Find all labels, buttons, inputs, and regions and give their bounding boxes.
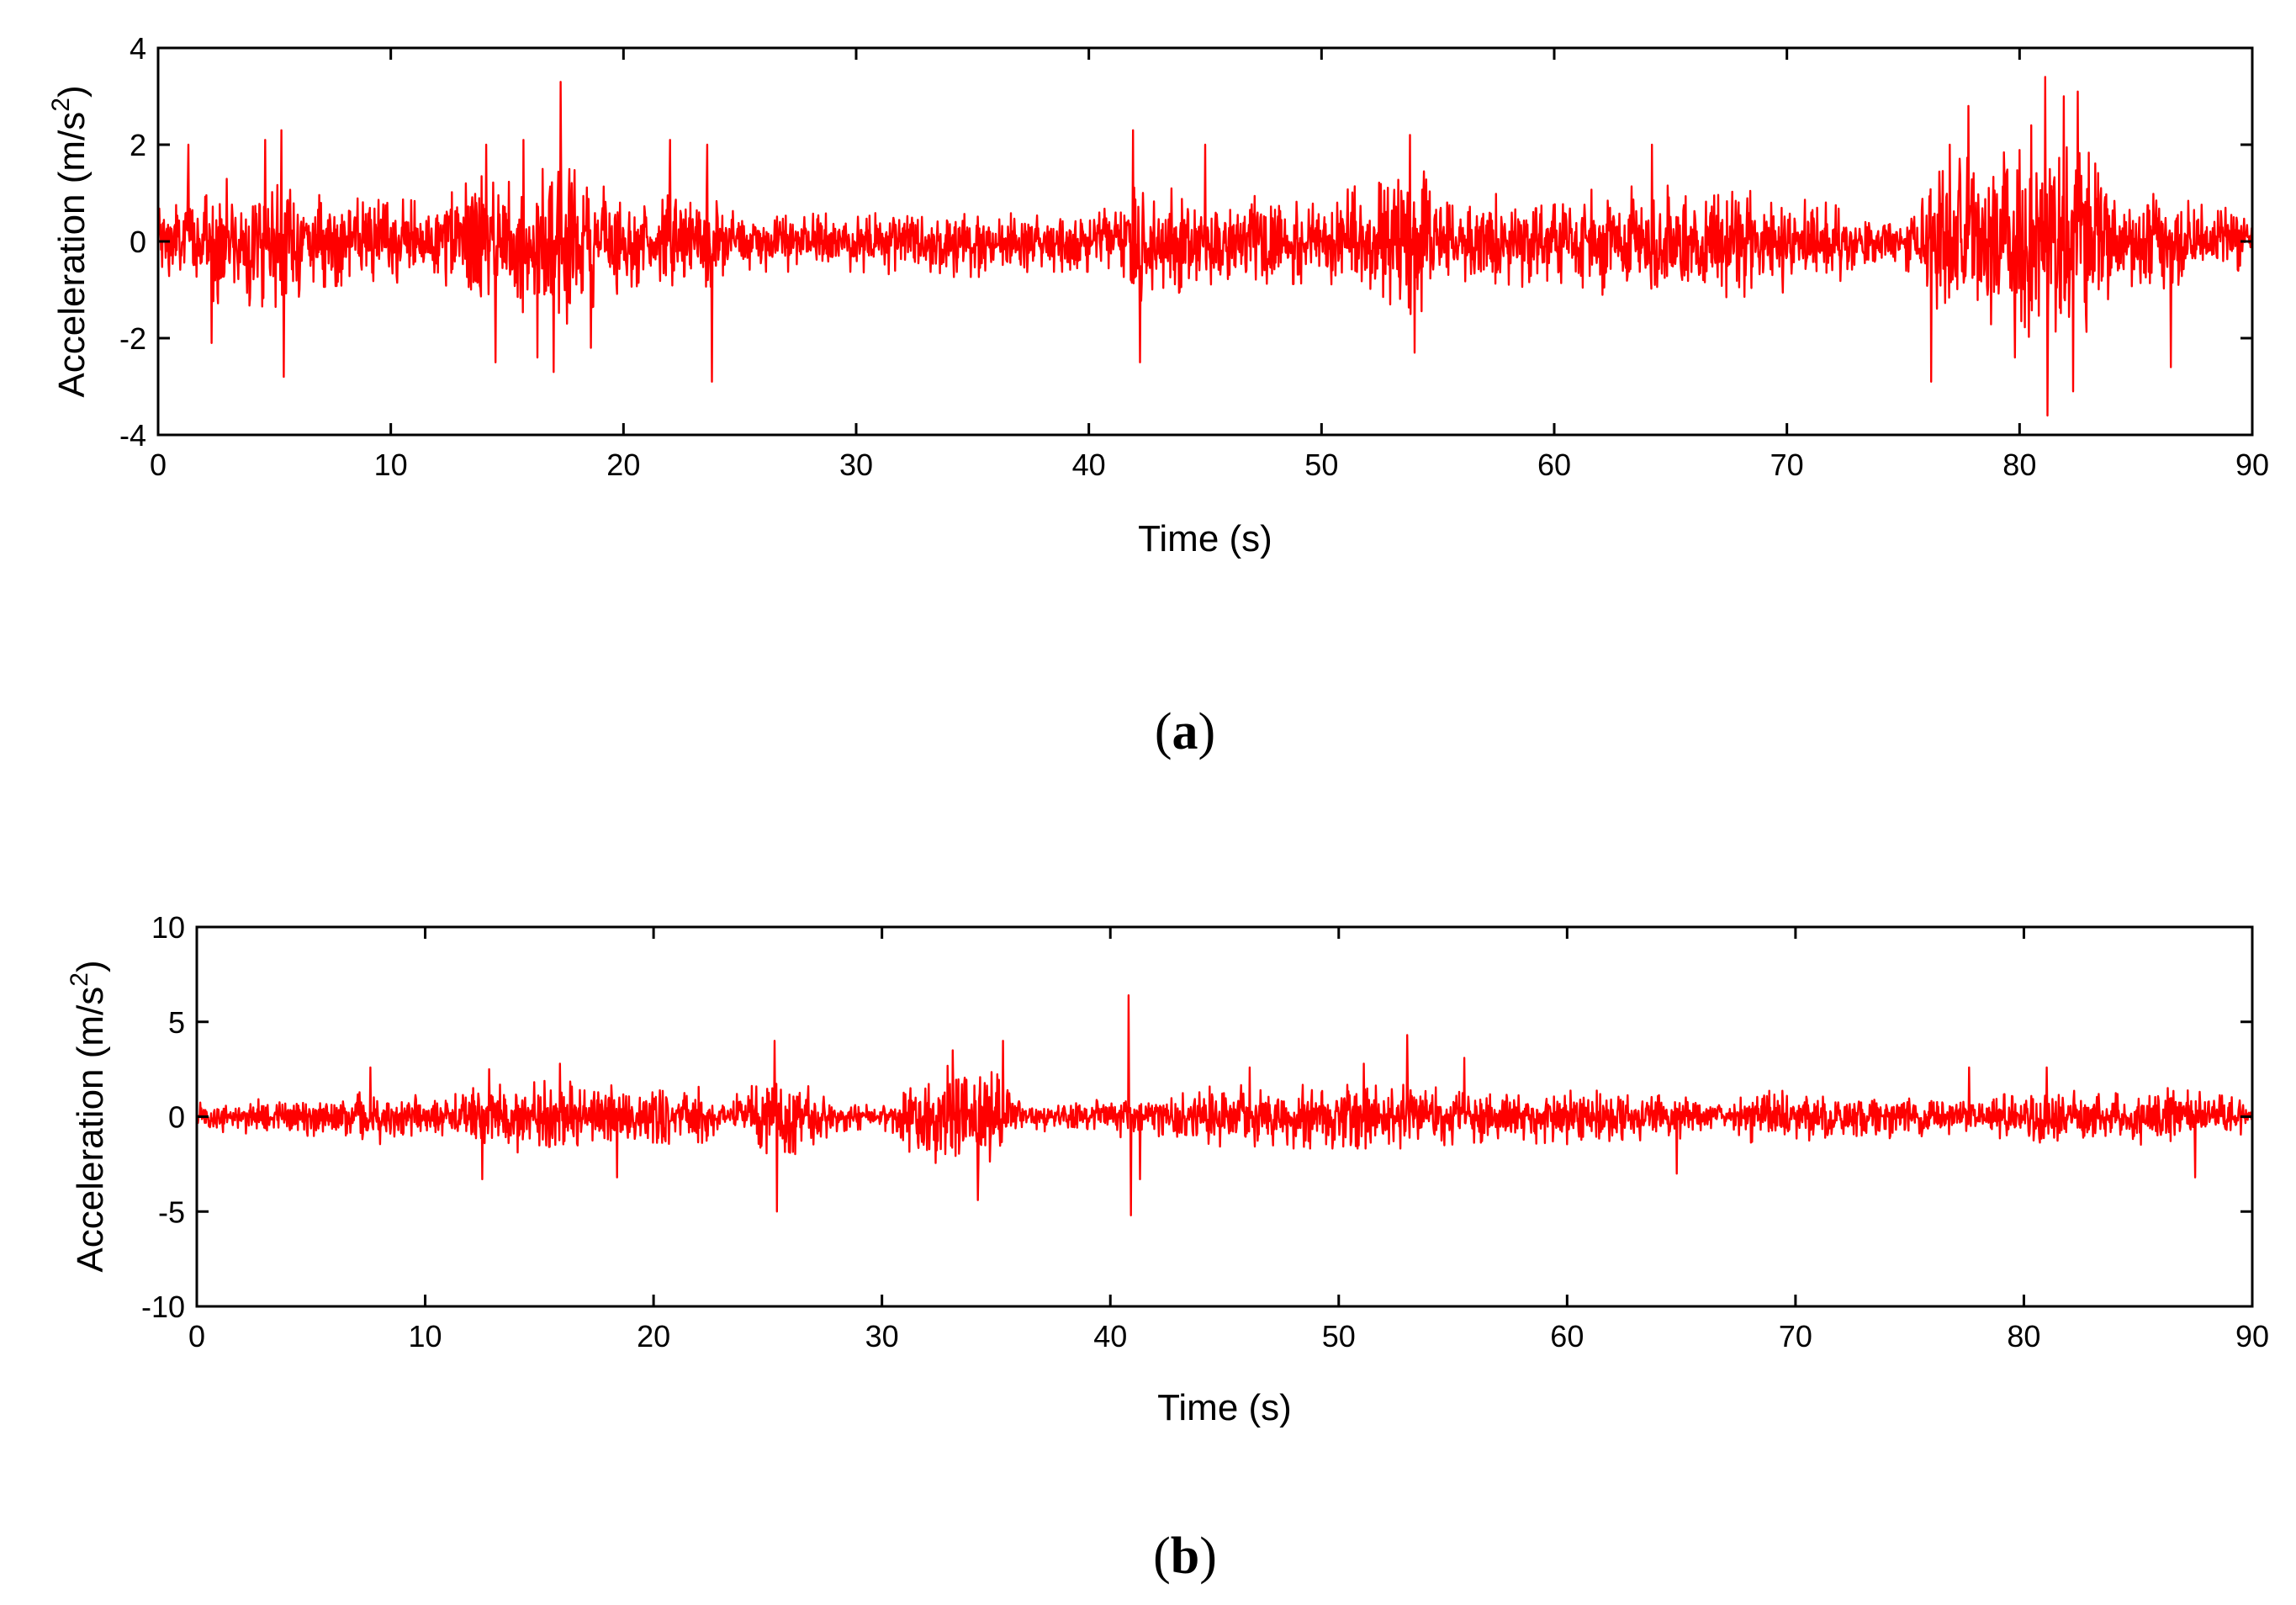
x-axis-label-b: Time (s) [1157,1387,1292,1428]
trace-b [195,993,2254,1217]
y-tick-label: 0 [168,1100,185,1135]
y-tick-label: 2 [130,128,146,162]
x-tick-label: 70 [1770,448,1804,482]
panel-a: 0 10 20 30 40 50 60 70 80 90 -4 -2 0 2 4 Time (s) Acc… [47,31,2269,760]
x-tick-label: 10 [409,1319,442,1353]
y-tick-label: -4 [119,418,146,453]
y-ticks-a: -4 -2 0 2 4 [119,31,2252,453]
x-ticks-a: 0 10 20 30 40 50 60 70 80 90 [150,48,2269,482]
x-tick-label: 50 [1304,448,1338,482]
x-tick-label: 60 [1550,1319,1584,1353]
y-ticks-b: -10 -5 0 5 10 [141,910,2252,1324]
x-tick-label: 40 [1093,1319,1127,1353]
x-tick-label: 0 [150,448,167,482]
panel-b: 0 10 20 30 40 50 60 70 80 90 -10 -5 0 5 10 Time (s) A… [66,910,2269,1585]
y-tick-label: 10 [151,910,185,945]
x-tick-label: 70 [1779,1319,1812,1353]
x-tick-label: 20 [637,1319,670,1353]
x-axis-label-a: Time (s) [1138,518,1272,559]
x-tick-label: 40 [1072,448,1106,482]
y-tick-label: -5 [158,1194,185,1229]
y-axis-label-b: Acceleration (m/s2) [66,960,111,1272]
x-tick-label: 30 [865,1319,899,1353]
x-tick-label: 30 [839,448,873,482]
x-tick-label: 60 [1537,448,1571,482]
y-tick-label: 0 [130,225,146,259]
x-tick-label: 20 [606,448,640,482]
y-tick-label: -10 [141,1290,185,1324]
x-tick-label: 90 [2235,448,2269,482]
y-tick-label: 4 [130,31,146,66]
caption-b: (b) [1153,1528,1217,1585]
caption-a: (a) [1155,703,1215,760]
x-ticks-b: 0 10 20 30 40 50 60 70 80 90 [188,927,2269,1353]
y-tick-label: 5 [168,1005,185,1040]
x-tick-label: 90 [2235,1319,2269,1353]
x-tick-label: 50 [1322,1319,1356,1353]
trace-a [156,76,2254,417]
x-tick-label: 80 [2007,1319,2040,1353]
y-axis-label-a: Acceleration (m/s2) [47,85,93,397]
y-tick-label: -2 [119,321,146,356]
x-tick-label: 80 [2002,448,2036,482]
x-tick-label: 10 [374,448,408,482]
x-tick-label: 0 [188,1319,205,1353]
